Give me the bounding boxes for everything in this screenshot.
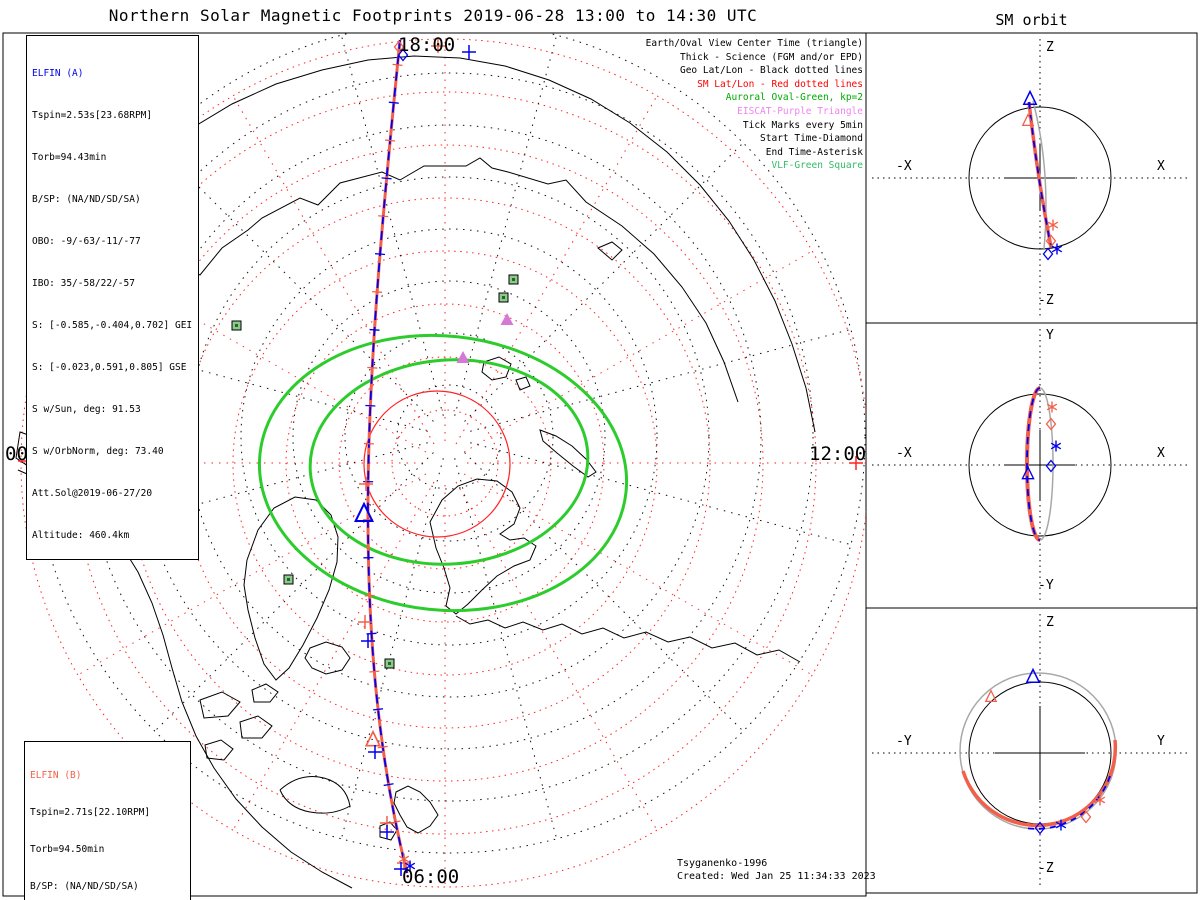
sm-orbit-yz-panel [872, 614, 1191, 887]
axis-label: -Z [1038, 293, 1054, 308]
legend-line: VLF-Green Square [771, 160, 863, 172]
sm-orbit-xz-panel [872, 39, 1191, 317]
footprint-track [354, 38, 477, 877]
credits: Tsyganenko-1996 Created: Wed Jan 25 11:3… [677, 858, 876, 883]
vlf-stations [231, 274, 519, 669]
model-label: Tsyganenko-1996 [677, 858, 768, 869]
mlt-label-12: 12:00 [809, 443, 867, 465]
terminator-circle [363, 390, 511, 538]
sm-orbit-title: SM orbit [995, 11, 1068, 29]
elfin-b-line: B/SP: (NA/ND/SD/SA) [30, 881, 139, 893]
legend-line: Start Time-Diamond [760, 133, 863, 145]
coastlines [15, 55, 816, 889]
legend-line: SM Lat/Lon - Red dotted lines [697, 78, 863, 90]
elfin-a-line: Tspin=2.53s[23.68RPM] [32, 110, 153, 121]
elfin-a-label: ELFIN (A) [32, 68, 84, 79]
legend-line: Tick Marks every 5min [742, 119, 863, 131]
eiscat-stations [456, 313, 514, 363]
elfin-a-line: B/SP: (NA/ND/SD/SA) [32, 194, 141, 205]
oval-center-time-triangle-a [354, 502, 374, 523]
elfin-a-line: IBO: 35/-58/22/-57 [32, 278, 135, 289]
created-label: Created: Wed Jan 25 11:34:33 2023 [677, 870, 876, 882]
axis-label: Z [1046, 615, 1054, 630]
axis-label: X [1157, 446, 1165, 461]
legend-line: Earth/Oval View Center Time (triangle) [645, 38, 863, 49]
elfin-a-line: Torb=94.43min [32, 152, 107, 163]
mlt-label-06: 06:00 [402, 866, 460, 888]
axis-label: -X [896, 446, 912, 461]
oval-center-time-triangle-b [365, 730, 381, 747]
axis-label: -Z [1038, 861, 1054, 876]
elfin-a-line: S: [-0.585,-0.404,0.702] GEI [32, 320, 193, 331]
legend-line: EISCAT-Purple Triangle [737, 105, 863, 117]
axis-label: X [1157, 159, 1165, 174]
legend-line: End Time-Asterisk [765, 146, 863, 158]
axis-label: Y [1157, 734, 1165, 749]
legend-line: Thick - Science (FGM and/or EPD) [679, 51, 863, 63]
axis-label: Y [1046, 328, 1054, 343]
elfin-a-line: S w/Sun, deg: 91.53 [32, 404, 141, 415]
frame-lines [2, 32, 1198, 897]
mlt-label-18: 18:00 [398, 34, 456, 56]
axis-label: -Y [1038, 578, 1054, 593]
elfin-a-line: Att.Sol@2019-06-27/20 [32, 488, 153, 499]
elfin-b-label: ELFIN (B) [30, 769, 82, 781]
legend-line: Auroral Oval-Green, kp=2 [725, 92, 863, 104]
sm-orbit-xy-panel [872, 329, 1191, 601]
elfin-a-line: OBO: -9/-63/-11/-77 [32, 236, 141, 247]
page-title: Northern Solar Magnetic Footprints 2019-… [108, 6, 758, 25]
elfin-a-line: S w/OrbNorm, deg: 73.40 [32, 446, 164, 457]
elfin-b-infobox: ELFIN (B) Tspin=2.71s[22.10RPM] Torb=94.… [24, 741, 192, 900]
map-legend: Earth/Oval View Center Time (triangle) T… [563, 37, 863, 173]
geo-latlon-grid [32, 33, 866, 854]
legend-line: Geo Lat/Lon - Black dotted lines [679, 65, 863, 77]
sm-latlon-grid [20, 38, 866, 888]
elfin-a-line: Altitude: 460.4km [32, 530, 130, 541]
auroral-oval [257, 333, 629, 613]
elfin-b-line: Tspin=2.71s[22.10RPM] [30, 807, 151, 819]
elfin-a-infobox: ELFIN (A) Tspin=2.53s[23.68RPM] Torb=94.… [26, 35, 200, 560]
axis-label: Z [1046, 40, 1054, 55]
elfin-a-line: S: [-0.023,0.591,0.805] GSE [32, 362, 187, 373]
axis-label: -Y [896, 734, 912, 749]
elfin-b-line: Torb=94.50min [30, 844, 105, 856]
axis-label: -X [896, 159, 912, 174]
